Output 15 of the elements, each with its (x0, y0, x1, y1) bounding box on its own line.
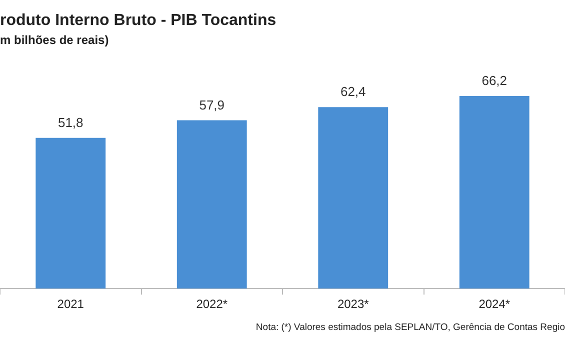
x-tick-label: 2024* (478, 297, 510, 312)
chart-subtitle: m bilhões de reais) (0, 33, 109, 47)
data-label: 62,4 (340, 84, 366, 100)
bar (318, 107, 388, 289)
chart-title: roduto Interno Bruto - PIB Tocantins (0, 12, 276, 30)
bar (459, 96, 530, 289)
data-label: 66,2 (482, 73, 508, 88)
x-tick-label: 2021 (57, 297, 84, 312)
bar (36, 138, 106, 289)
x-tick-label: 2022* (196, 297, 228, 312)
data-label: 51,8 (58, 115, 84, 130)
data-label: 57,9 (199, 97, 225, 112)
x-tick-label: 2023* (337, 297, 370, 312)
text: Nota: (*) Valores estimados pela SEPLAN/TO, Gerência de Contas Regio (256, 322, 565, 333)
bar (176, 120, 247, 289)
